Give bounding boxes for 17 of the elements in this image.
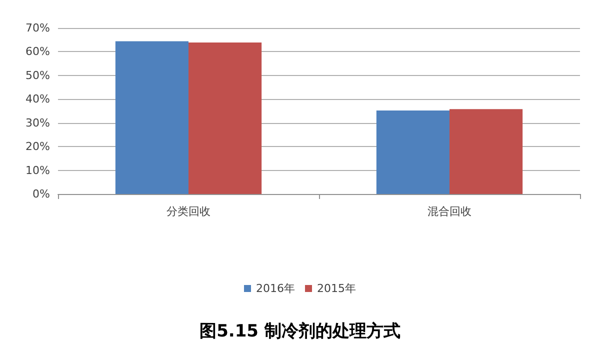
y-tick-label: 40%	[26, 92, 50, 106]
text: 图5.15 制冷剂的处理方式	[200, 322, 400, 342]
y-tick-label: 0%	[32, 188, 50, 200]
y-tick-label: 20%	[26, 140, 50, 154]
y-tick-label: 50%	[26, 68, 50, 82]
y-tick-label: 30%	[26, 116, 50, 130]
bar	[188, 42, 262, 194]
legend-label: 2016年	[256, 282, 296, 295]
y-tick-label: 10%	[26, 164, 50, 177]
bar	[376, 110, 450, 194]
bar	[115, 41, 188, 194]
x-tick-label: 分类回收	[166, 205, 210, 218]
x-tick-label: 混合回收	[428, 205, 472, 218]
y-tick-label: 60%	[26, 45, 50, 58]
y-tick-label: 70%	[26, 22, 50, 34]
bar	[450, 109, 523, 194]
legend-label: 2015年	[317, 282, 356, 295]
